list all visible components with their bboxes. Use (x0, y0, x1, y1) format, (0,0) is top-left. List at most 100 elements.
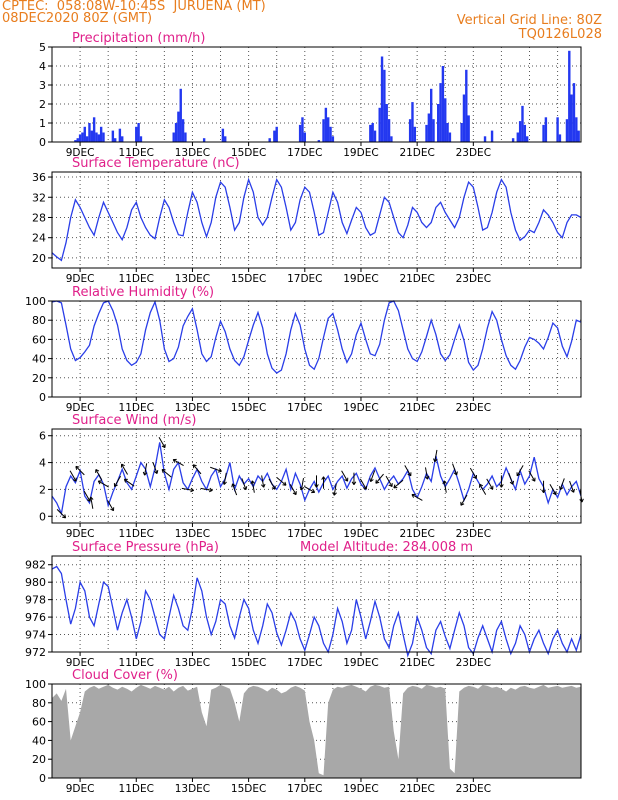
wind-arrow (433, 449, 438, 463)
precipitation-bar (544, 117, 548, 142)
x-tick-label: 17DEC (287, 273, 322, 285)
precipitation-bar (521, 105, 524, 142)
precipitation-bar (380, 56, 384, 142)
x-tick-label: 9DEC (66, 783, 95, 795)
x-tick-label: 13DEC (175, 783, 210, 795)
precipitation-bar (427, 113, 431, 142)
y-tick-label: 28 (32, 211, 46, 224)
wind-arrow (508, 472, 515, 485)
wind-arrow (528, 470, 536, 482)
x-tick-label: 11DEC (119, 402, 154, 414)
x-tick-label: 9DEC (66, 657, 95, 669)
y-tick-label: 32 (32, 191, 46, 204)
precipitation-bar (411, 102, 414, 142)
precipitation-bar (383, 69, 386, 142)
precipitation-bar (373, 130, 377, 142)
precipitation-bar (523, 124, 527, 142)
precipitation-bar (437, 104, 440, 142)
wind-arrow (276, 477, 287, 486)
precipitation-bar (97, 134, 101, 142)
precipitation-bar (385, 104, 388, 142)
wind-arrow (107, 500, 115, 512)
wind-arrow (268, 478, 276, 490)
x-tick-label: 17DEC (287, 783, 322, 795)
x-tick-label: 11DEC (119, 273, 154, 285)
x-tick-label: 21DEC (399, 783, 434, 795)
wind-arrow (369, 470, 376, 483)
y-tick-label: 3 (39, 79, 46, 92)
cloud-cover-frame (51, 683, 582, 779)
y-tick-label: 2 (39, 483, 46, 496)
precipitation-bar (387, 119, 391, 142)
wind-arrow (142, 463, 148, 476)
y-tick-label: 4 (39, 457, 46, 470)
x-tick-label: 21DEC (399, 528, 434, 540)
surface-wind-frame (51, 428, 582, 524)
wind-arrow (222, 472, 227, 485)
forecast-start: 08DEC2020 80Z (GMT) (2, 11, 153, 26)
precipitation-bar (441, 66, 445, 142)
wind-arrow (75, 465, 85, 476)
precipitation-panel: Precipitation (mm/h) 0 1 2 3 4 5 9DEC 11DEC 13DEC… (39, 31, 582, 159)
y-tick-label: 40 (32, 734, 46, 747)
precipitation-bar (448, 132, 452, 142)
precipitation-bar (317, 140, 321, 142)
x-tick-label: 15DEC (231, 273, 266, 285)
precipitation-frame (51, 46, 582, 143)
x-tick-label: 19DEC (343, 528, 378, 540)
precipitation-bar (137, 123, 140, 142)
surface-pressure-title: Surface Pressure (hPa) (72, 540, 219, 555)
precipitation-bar (224, 136, 227, 142)
wind-arrow (499, 475, 504, 488)
precipitation-bar (565, 119, 569, 142)
station-info: CPTEC: 058:08W-10:45S JURUENA (MT) (2, 0, 266, 14)
cloud-cover-area (52, 684, 581, 778)
precipitation-bar (275, 126, 278, 142)
x-tick-label: 19DEC (343, 783, 378, 795)
precipitation-bar (570, 94, 573, 142)
relative-humidity-title: Relative Humidity (%) (72, 285, 214, 300)
wind-arrow (97, 480, 109, 488)
x-tick-label: 13DEC (175, 657, 210, 669)
x-tick-label: 9DEC (66, 402, 95, 414)
x-tick-label: 23DEC (456, 528, 491, 540)
precipitation-bar (327, 117, 330, 142)
precipitation-bar (371, 123, 374, 142)
wind-arrow (549, 483, 557, 496)
precipitation-bar (572, 83, 576, 142)
precipitation-bar (446, 123, 449, 142)
wind-arrow (299, 478, 305, 491)
precipitation-bar (558, 134, 562, 142)
y-tick-label: 0 (39, 136, 46, 149)
wind-arrow (442, 480, 447, 493)
precipitation-bar (172, 132, 175, 142)
y-tick-label: 982 (25, 559, 46, 572)
x-tick-label: 9DEC (66, 147, 95, 159)
precipitation-bar (329, 126, 332, 142)
x-tick-label: 11DEC (119, 147, 154, 159)
wind-arrow (172, 458, 184, 467)
precipitation-bar (390, 136, 393, 142)
wind-arrow (181, 487, 195, 493)
wind-arrow (192, 464, 202, 475)
y-tick-label: 40 (32, 353, 46, 366)
precipitation-bar (467, 115, 470, 142)
y-tick-label: 100 (25, 678, 46, 691)
wind-arrow (304, 485, 316, 494)
wind-arrow (241, 478, 248, 491)
surface-wind-title: Surface Wind (m/s) (72, 413, 196, 428)
wind-arrow (289, 483, 297, 496)
y-tick-label: 20 (32, 372, 46, 385)
relative-humidity-panel: Relative Humidity (%) 0 20 40 60 80 100 9DEC 11D… (25, 285, 582, 414)
y-tick-label: 20 (32, 753, 46, 766)
y-tick-label: 980 (25, 576, 46, 589)
surface-pressure-note: Model Altitude: 284.008 m (300, 540, 473, 555)
wind-arrow (469, 467, 477, 479)
precipitation-bar (577, 130, 580, 142)
wind-arrow (123, 478, 135, 487)
precipitation-bar (78, 134, 82, 142)
wind-arrow (460, 494, 468, 506)
cloud-cover-title: Cloud Cover (%) (72, 668, 178, 683)
wind-arrow (260, 475, 266, 488)
cloud-cover-panel: Cloud Cover (%) 0 20 40 60 80 100 9DEC 11DEC 13DE… (25, 668, 582, 795)
